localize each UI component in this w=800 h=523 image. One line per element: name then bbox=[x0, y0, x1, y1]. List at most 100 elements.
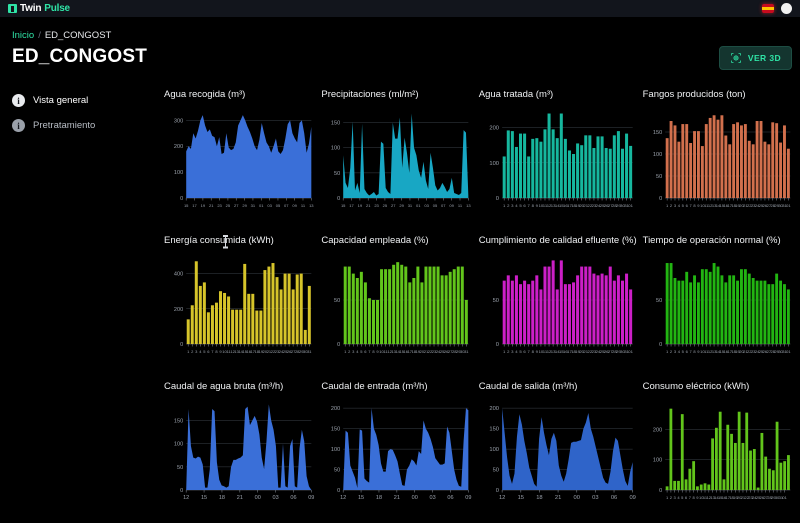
svg-text:28: 28 bbox=[452, 349, 457, 354]
svg-text:7: 7 bbox=[689, 203, 692, 208]
svg-text:50: 50 bbox=[334, 468, 340, 474]
svg-text:28: 28 bbox=[612, 203, 617, 208]
svg-text:18: 18 bbox=[255, 349, 260, 354]
svg-text:18: 18 bbox=[571, 349, 576, 354]
svg-text:0: 0 bbox=[659, 342, 662, 348]
svg-text:19: 19 bbox=[733, 495, 738, 500]
svg-text:7: 7 bbox=[527, 349, 530, 354]
svg-text:6: 6 bbox=[365, 349, 368, 354]
svg-text:7: 7 bbox=[688, 495, 691, 500]
svg-text:17: 17 bbox=[408, 349, 413, 354]
chart-plot[interactable]: 0 50 100 150 200 12 15 18 21 00 03 06 09 bbox=[479, 396, 637, 504]
svg-text:0: 0 bbox=[337, 342, 340, 348]
chart-plot[interactable]: 0 50 1 2 3 4 5 6 7 8 9 10 11 12 13 14 15 16 17 18 19 20 21 22 23… bbox=[479, 250, 637, 358]
svg-text:9: 9 bbox=[535, 349, 538, 354]
info-circle-icon: i bbox=[12, 94, 25, 107]
svg-text:9: 9 bbox=[377, 349, 380, 354]
svg-text:31: 31 bbox=[624, 349, 629, 354]
svg-text:05: 05 bbox=[433, 203, 438, 208]
chart-plot[interactable]: 0 50 100 150 200 12 15 18 21 00 03 06 09 bbox=[321, 396, 472, 504]
svg-text:19: 19 bbox=[735, 203, 740, 208]
chart-plot[interactable]: 0 200 400 1 2 3 4 5 6 7 8 9 10 11 12 13 14 15 16 17 18 19 20 21… bbox=[164, 250, 315, 358]
svg-text:30: 30 bbox=[620, 203, 625, 208]
svg-text:30: 30 bbox=[303, 349, 308, 354]
chart-title: Agua recogida (m³) bbox=[164, 89, 246, 100]
svg-text:22: 22 bbox=[744, 495, 749, 500]
svg-text:150: 150 bbox=[653, 130, 662, 136]
chart-title: Caudal de salida (m³/h) bbox=[478, 381, 578, 392]
svg-text:22: 22 bbox=[587, 349, 592, 354]
svg-text:10: 10 bbox=[538, 203, 543, 208]
svg-text:01: 01 bbox=[259, 203, 264, 208]
svg-text:100: 100 bbox=[653, 152, 662, 158]
svg-text:1: 1 bbox=[344, 349, 347, 354]
svg-text:4: 4 bbox=[515, 349, 518, 354]
svg-text:27: 27 bbox=[766, 349, 771, 354]
svg-text:19: 19 bbox=[575, 349, 580, 354]
svg-text:100: 100 bbox=[331, 447, 340, 453]
chart-plot[interactable]: 0 50 1 2 3 4 5 6 7 8 9 10 11 12 13 14 15 16 17 18 19 20 21 22 23… bbox=[643, 250, 794, 358]
svg-text:13: 13 bbox=[309, 203, 314, 208]
svg-text:09: 09 bbox=[629, 495, 635, 501]
chart-plot[interactable]: 0 50 100 150 1 2 3 4 5 6 7 8 9 10 11 12 13 14 15 16 17 18 19 20… bbox=[643, 104, 794, 212]
svg-text:16: 16 bbox=[723, 203, 728, 208]
user-avatar-icon[interactable] bbox=[781, 3, 792, 14]
svg-text:17: 17 bbox=[727, 203, 732, 208]
chart-plot[interactable]: 0 100 200 300 15 17 19 21 23 25 27 29 31 01 03 05 07 09 11… bbox=[164, 104, 315, 212]
svg-text:31: 31 bbox=[782, 349, 787, 354]
svg-text:2: 2 bbox=[670, 349, 673, 354]
chart-card: Caudal de salida (m³/h) 0 50 100 150 200 12 15 1… bbox=[479, 377, 643, 523]
chart-card: Agua recogida (m³) 0 100 200 300 15 17 19 21 23 25… bbox=[164, 85, 321, 231]
svg-text:50: 50 bbox=[334, 298, 340, 304]
svg-text:18: 18 bbox=[731, 349, 736, 354]
svg-text:5: 5 bbox=[519, 349, 522, 354]
svg-text:21: 21 bbox=[267, 349, 272, 354]
svg-text:0: 0 bbox=[337, 488, 340, 494]
svg-text:05: 05 bbox=[276, 203, 281, 208]
twinpulse-logo-icon bbox=[8, 4, 17, 13]
svg-text:23: 23 bbox=[275, 349, 280, 354]
svg-text:00: 00 bbox=[412, 495, 418, 501]
svg-text:3: 3 bbox=[511, 349, 514, 354]
svg-text:5: 5 bbox=[203, 349, 206, 354]
svg-text:30: 30 bbox=[460, 349, 465, 354]
breadcrumb-home-link[interactable]: Inicio bbox=[12, 30, 35, 41]
ver-3d-button[interactable]: VER 3D bbox=[718, 46, 792, 70]
svg-text:29: 29 bbox=[616, 349, 621, 354]
svg-text:26: 26 bbox=[762, 349, 767, 354]
svg-text:200: 200 bbox=[331, 406, 340, 412]
chart-plot[interactable]: 0 100 200 1 2 3 4 5 6 7 8 9 10 11 12 13 14 15 16 17 18 19 20 21… bbox=[643, 396, 794, 504]
svg-text:150: 150 bbox=[489, 427, 499, 433]
chart-plot[interactable]: 0 50 100 150 15 17 19 21 23 25 27 29 31 01 03 05 07 09 11 1… bbox=[321, 104, 472, 212]
svg-text:17: 17 bbox=[727, 349, 732, 354]
svg-text:26: 26 bbox=[444, 349, 449, 354]
svg-text:4: 4 bbox=[357, 349, 360, 354]
svg-text:03: 03 bbox=[267, 203, 272, 208]
svg-text:15: 15 bbox=[184, 203, 189, 208]
svg-text:31: 31 bbox=[624, 203, 629, 208]
chart-plot[interactable]: 0 50 100 150 12 15 18 21 00 03 06 09 bbox=[164, 396, 315, 504]
svg-text:13: 13 bbox=[710, 495, 715, 500]
sidebar-item-pretratamiento[interactable]: i Pretratamiento bbox=[0, 113, 160, 138]
svg-text:3: 3 bbox=[673, 203, 676, 208]
svg-text:07: 07 bbox=[284, 203, 289, 208]
chart-plot[interactable]: 0 100 200 1 2 3 4 5 6 7 8 9 10 11 12 13 14 15 16 17 18 19 20 21… bbox=[479, 104, 637, 212]
chart-plot[interactable]: 0 50 1 2 3 4 5 6 7 8 9 10 11 12 13 14 15 16 17 18 19 20 21 22 23… bbox=[321, 250, 472, 358]
sidebar-item-vista-general[interactable]: i Vista general bbox=[0, 88, 160, 113]
svg-text:12: 12 bbox=[706, 495, 711, 500]
spain-flag-icon[interactable] bbox=[762, 4, 774, 13]
svg-text:20: 20 bbox=[739, 349, 744, 354]
svg-text:5: 5 bbox=[361, 349, 364, 354]
svg-text:15: 15 bbox=[559, 203, 564, 208]
svg-text:14: 14 bbox=[238, 349, 243, 354]
svg-text:19: 19 bbox=[575, 203, 580, 208]
page-title: ED_CONGOST bbox=[12, 46, 148, 67]
svg-text:5: 5 bbox=[681, 203, 684, 208]
svg-text:29: 29 bbox=[242, 203, 247, 208]
svg-text:14: 14 bbox=[555, 349, 560, 354]
app-logo[interactable]: Twin Pulse bbox=[8, 3, 70, 14]
svg-text:15: 15 bbox=[341, 203, 346, 208]
svg-text:29: 29 bbox=[771, 495, 776, 500]
chart-card: Capacidad empleada (%) 0 50 1 2 3 4 5 6 7 8 9 10 11 12… bbox=[321, 231, 478, 377]
